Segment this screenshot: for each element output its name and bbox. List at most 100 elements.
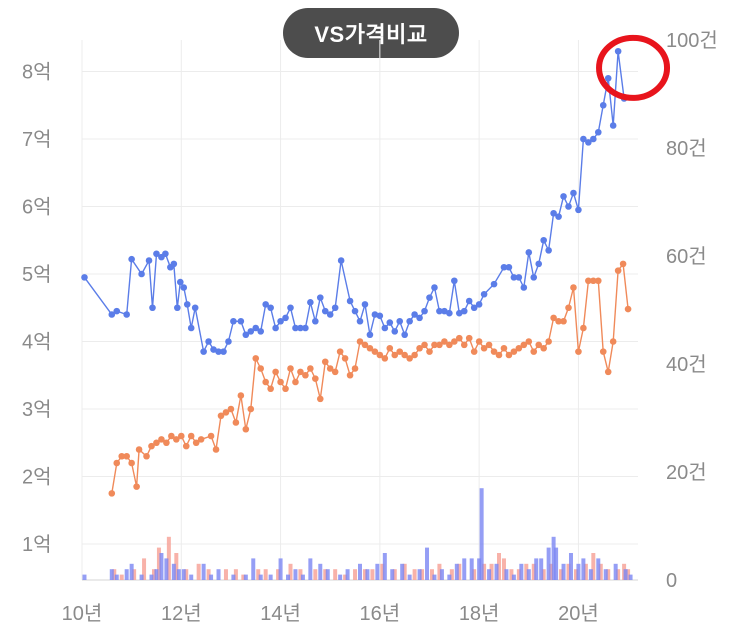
series-2-point [158, 436, 165, 443]
series-2-point [292, 378, 299, 386]
volume-bar-blue [576, 563, 581, 580]
series-2-point [153, 439, 160, 447]
volume-bar-red [482, 563, 487, 580]
volume-bar-red [288, 563, 293, 580]
volume-bar-red [626, 569, 631, 580]
volume-bar-blue [588, 569, 593, 580]
series-1-point [396, 317, 404, 325]
volume-bar-blue [554, 547, 559, 580]
volume-bar-blue [628, 574, 633, 580]
volume-bar-red [566, 563, 571, 580]
volume-bar-blue [581, 558, 586, 580]
volume-bar-red [606, 569, 611, 580]
series-1-point [386, 319, 394, 326]
volume-bar-blue [504, 569, 509, 580]
volume-bar-red [362, 569, 367, 580]
series-1-point [247, 328, 255, 335]
series-2-point [555, 317, 562, 325]
series-2-point [575, 348, 582, 355]
series-2-point [520, 341, 528, 349]
series-1-point [515, 274, 523, 281]
volume-bar-blue [325, 569, 330, 580]
series-1-point [81, 274, 88, 281]
volume-bar-blue [462, 558, 467, 580]
series-2-point [192, 439, 200, 447]
series-1-point [480, 290, 488, 298]
volume-bar-blue [454, 563, 459, 580]
series-1-point [604, 74, 612, 82]
volume-bar-blue [278, 558, 283, 580]
series-2-point [599, 348, 607, 355]
series-line-1 [83, 51, 625, 354]
volume-bar-blue [216, 569, 221, 580]
volume-bars [82, 488, 633, 580]
series-1-point [525, 249, 533, 256]
series-1-point [225, 338, 232, 345]
series-2-point [426, 348, 433, 355]
y-right-tick-label: 20건 [666, 461, 707, 484]
volume-bar-red [166, 536, 171, 580]
series-2-point [168, 432, 175, 440]
volume-bar-red [541, 569, 546, 580]
volume-bar-blue [487, 569, 492, 580]
series-1-point [555, 213, 562, 220]
volume-bar-blue [114, 574, 119, 580]
series-1-point [174, 304, 181, 312]
series-2-point [222, 409, 230, 416]
series-1-point [361, 301, 369, 308]
series-1-point [321, 307, 329, 315]
series-1-point [505, 263, 513, 271]
series-2-point [535, 341, 543, 349]
series-1-point [307, 299, 314, 306]
series-2-point [212, 446, 220, 453]
volume-bar-blue [358, 563, 362, 580]
series-1-point [540, 236, 547, 244]
volume-bar-blue [164, 558, 169, 580]
volume-bar-red [598, 563, 603, 580]
series-1-point [277, 317, 284, 325]
series-1-point [580, 135, 587, 143]
volume-bar-red [497, 553, 501, 580]
series-2-point [446, 341, 453, 349]
series-1-point [545, 247, 552, 254]
volume-bar-red [429, 569, 434, 580]
series-2-point [307, 365, 314, 372]
x-tick-label: 20년 [558, 602, 599, 625]
volume-bar-red [489, 563, 494, 580]
series-1-point [500, 263, 508, 271]
series-1-point [421, 307, 428, 315]
series-1-point [356, 317, 364, 325]
volume-bar-blue [345, 569, 350, 580]
volume-bar-red [402, 563, 407, 580]
volume-bar-red [616, 569, 621, 580]
series-2-point [525, 338, 533, 345]
y-right-tick-label: 40건 [666, 353, 707, 376]
volume-bar-red [174, 553, 179, 580]
series-1-point [287, 304, 294, 312]
volume-bar-red [256, 569, 261, 580]
series-1-point [242, 331, 250, 339]
y-left-tick-label: 4억 [22, 331, 52, 354]
volume-bar-blue [251, 558, 256, 580]
series-2-point [316, 395, 324, 403]
y-left-tick-label: 3억 [22, 398, 52, 421]
series-1-point [570, 189, 577, 197]
volume-bar-blue [181, 569, 186, 580]
series-2-point [237, 392, 245, 399]
series-1-point [123, 311, 130, 318]
volume-bar-blue [139, 574, 144, 580]
series-1-point [614, 47, 622, 55]
series-1-point [465, 297, 473, 305]
series-2-point [227, 405, 235, 413]
series-1-point [292, 324, 299, 332]
series-1-point [490, 280, 498, 288]
volume-bar-red [591, 553, 596, 580]
volume-bar-red [583, 563, 588, 580]
series-1-point [170, 260, 178, 268]
y-right-tick-label: 100건 [666, 29, 718, 52]
series-2-point [272, 368, 279, 376]
volume-bar-red [524, 563, 529, 580]
series-1-point [183, 301, 191, 308]
series-2-point [416, 344, 423, 352]
series-1-point [138, 270, 145, 278]
